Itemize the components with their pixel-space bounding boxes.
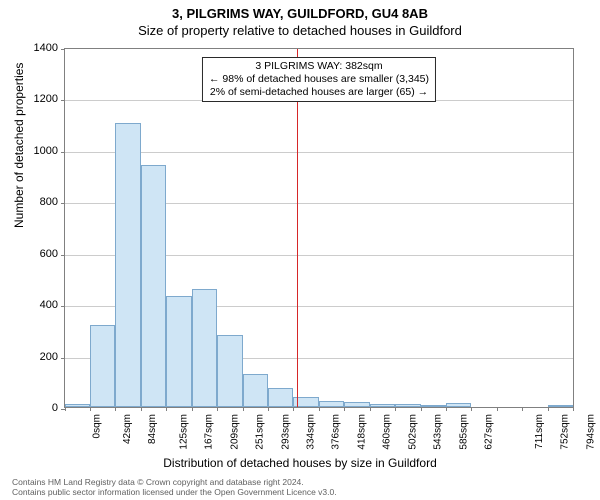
histogram-bar (319, 401, 344, 407)
xtick-mark (319, 407, 320, 411)
xtick-label: 167sqm (204, 414, 215, 450)
xtick-label: 209sqm (230, 414, 241, 450)
ytick-label: 600 (18, 248, 58, 260)
gridline (65, 152, 573, 153)
footer-attribution: Contains HM Land Registry data © Crown c… (12, 478, 337, 498)
ytick-mark (61, 358, 65, 359)
xtick-label: 42sqm (122, 414, 133, 444)
histogram-bar (344, 402, 370, 407)
ytick-mark (61, 306, 65, 307)
xtick-label: 376sqm (331, 414, 342, 450)
plot-region: 3 PILGRIMS WAY: 382sqm← 98% of detached … (64, 48, 574, 408)
histogram-bar (370, 404, 395, 407)
xtick-label: 460sqm (382, 414, 393, 450)
xtick-mark (192, 407, 193, 411)
histogram-bar (217, 335, 243, 407)
xtick-mark (90, 407, 91, 411)
ytick-label: 400 (18, 299, 58, 311)
page-title-address: 3, PILGRIMS WAY, GUILDFORD, GU4 8AB (0, 0, 600, 21)
ytick-mark (61, 255, 65, 256)
ytick-mark (61, 152, 65, 153)
xtick-mark (141, 407, 142, 411)
xtick-label: 0sqm (91, 414, 102, 438)
xtick-mark (573, 407, 574, 411)
xtick-label: 585sqm (459, 414, 470, 450)
histogram-bar (65, 404, 90, 407)
xtick-label: 627sqm (484, 414, 495, 450)
xtick-mark (497, 407, 498, 411)
xtick-label: 334sqm (306, 414, 317, 450)
histogram-bar (90, 325, 115, 407)
annotation-line: 3 PILGRIMS WAY: 382sqm (209, 60, 429, 73)
xtick-label: 502sqm (408, 414, 419, 450)
annotation-line: 2% of semi-detached houses are larger (6… (209, 86, 429, 99)
xtick-label: 711sqm (534, 414, 545, 449)
histogram-bar (268, 388, 293, 407)
chart-container: 3, PILGRIMS WAY, GUILDFORD, GU4 8AB Size… (0, 0, 600, 500)
page-subtitle: Size of property relative to detached ho… (0, 21, 600, 38)
ytick-mark (61, 100, 65, 101)
ytick-label: 1400 (18, 42, 58, 54)
xtick-label: 794sqm (586, 414, 597, 450)
ytick-label: 800 (18, 196, 58, 208)
xtick-mark (522, 407, 523, 411)
reference-line (297, 49, 298, 407)
xtick-mark (115, 407, 116, 411)
xtick-label: 752sqm (560, 414, 571, 450)
histogram-bar (141, 165, 166, 407)
xtick-mark (65, 407, 66, 411)
xtick-mark (471, 407, 472, 411)
xtick-label: 543sqm (433, 414, 444, 450)
xtick-label: 125sqm (179, 414, 190, 450)
xtick-mark (395, 407, 396, 411)
xtick-label: 84sqm (147, 414, 158, 444)
ytick-label: 1000 (18, 145, 58, 157)
histogram-bar (421, 405, 446, 407)
xtick-mark (166, 407, 167, 411)
xtick-label: 293sqm (281, 414, 292, 450)
ytick-label: 200 (18, 351, 58, 363)
x-axis-label: Distribution of detached houses by size … (0, 456, 600, 470)
ytick-label: 1200 (18, 93, 58, 105)
xtick-mark (421, 407, 422, 411)
histogram-bar (243, 374, 268, 407)
histogram-bar (115, 123, 141, 407)
histogram-bar (548, 405, 573, 407)
histogram-bar (395, 404, 421, 407)
histogram-bar (166, 296, 192, 407)
xtick-mark (446, 407, 447, 411)
xtick-mark (268, 407, 269, 411)
xtick-mark (344, 407, 345, 411)
xtick-mark (243, 407, 244, 411)
xtick-mark (370, 407, 371, 411)
footer-line2: Contains public sector information licen… (12, 488, 337, 498)
xtick-mark (548, 407, 549, 411)
ytick-label: 0 (18, 402, 58, 414)
ytick-mark (61, 203, 65, 204)
annotation-line: ← 98% of detached houses are smaller (3,… (209, 73, 429, 86)
annotation-box: 3 PILGRIMS WAY: 382sqm← 98% of detached … (202, 57, 436, 102)
xtick-label: 418sqm (357, 414, 368, 450)
ytick-mark (61, 49, 65, 50)
chart-area: 3 PILGRIMS WAY: 382sqm← 98% of detached … (64, 48, 574, 408)
xtick-mark (217, 407, 218, 411)
xtick-label: 251sqm (255, 414, 266, 450)
histogram-bar (446, 403, 471, 407)
histogram-bar (192, 289, 217, 407)
xtick-mark (293, 407, 294, 411)
